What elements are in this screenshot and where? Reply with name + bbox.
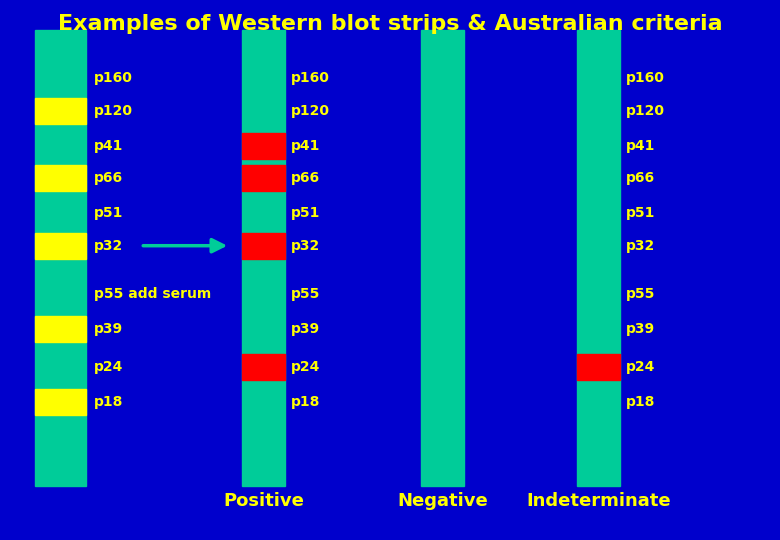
Text: p39: p39 bbox=[291, 322, 320, 336]
Text: p160: p160 bbox=[94, 71, 133, 85]
Bar bbox=[421, 30, 464, 486]
Bar bbox=[35, 233, 86, 259]
Bar bbox=[242, 133, 285, 159]
Text: p160: p160 bbox=[291, 71, 330, 85]
Bar bbox=[35, 30, 86, 486]
Text: p39: p39 bbox=[94, 322, 122, 336]
Text: p51: p51 bbox=[291, 206, 321, 220]
Text: p24: p24 bbox=[291, 360, 321, 374]
Text: Negative: Negative bbox=[398, 492, 488, 510]
Text: Indeterminate: Indeterminate bbox=[526, 492, 672, 510]
Bar bbox=[577, 354, 620, 380]
Text: p66: p66 bbox=[291, 171, 320, 185]
Bar bbox=[242, 233, 285, 259]
Text: p32: p32 bbox=[94, 239, 123, 253]
Text: p55 add serum: p55 add serum bbox=[94, 287, 211, 301]
Text: p51: p51 bbox=[626, 206, 656, 220]
Text: p66: p66 bbox=[94, 171, 122, 185]
Text: p39: p39 bbox=[626, 322, 655, 336]
Bar bbox=[242, 354, 285, 380]
Text: p18: p18 bbox=[626, 395, 656, 409]
Text: p24: p24 bbox=[94, 360, 123, 374]
Bar bbox=[35, 98, 86, 124]
Bar bbox=[35, 316, 86, 342]
Bar bbox=[35, 165, 86, 191]
Text: p55: p55 bbox=[626, 287, 656, 301]
Text: p32: p32 bbox=[291, 239, 320, 253]
Text: Examples of Western blot strips & Australian criteria: Examples of Western blot strips & Austra… bbox=[58, 14, 722, 33]
Text: p160: p160 bbox=[626, 71, 665, 85]
Text: p120: p120 bbox=[291, 104, 330, 118]
Bar bbox=[242, 30, 285, 486]
Text: Positive: Positive bbox=[223, 492, 304, 510]
Text: p66: p66 bbox=[626, 171, 655, 185]
Text: p120: p120 bbox=[94, 104, 133, 118]
Text: p24: p24 bbox=[626, 360, 656, 374]
Bar bbox=[577, 30, 620, 486]
Text: p32: p32 bbox=[626, 239, 655, 253]
Text: p51: p51 bbox=[94, 206, 123, 220]
Text: p41: p41 bbox=[626, 139, 656, 153]
Text: p120: p120 bbox=[626, 104, 665, 118]
Text: p41: p41 bbox=[94, 139, 123, 153]
Text: p18: p18 bbox=[94, 395, 123, 409]
Text: p41: p41 bbox=[291, 139, 321, 153]
Text: p18: p18 bbox=[291, 395, 321, 409]
Bar bbox=[35, 389, 86, 415]
Text: p55: p55 bbox=[291, 287, 321, 301]
Bar bbox=[242, 165, 285, 191]
